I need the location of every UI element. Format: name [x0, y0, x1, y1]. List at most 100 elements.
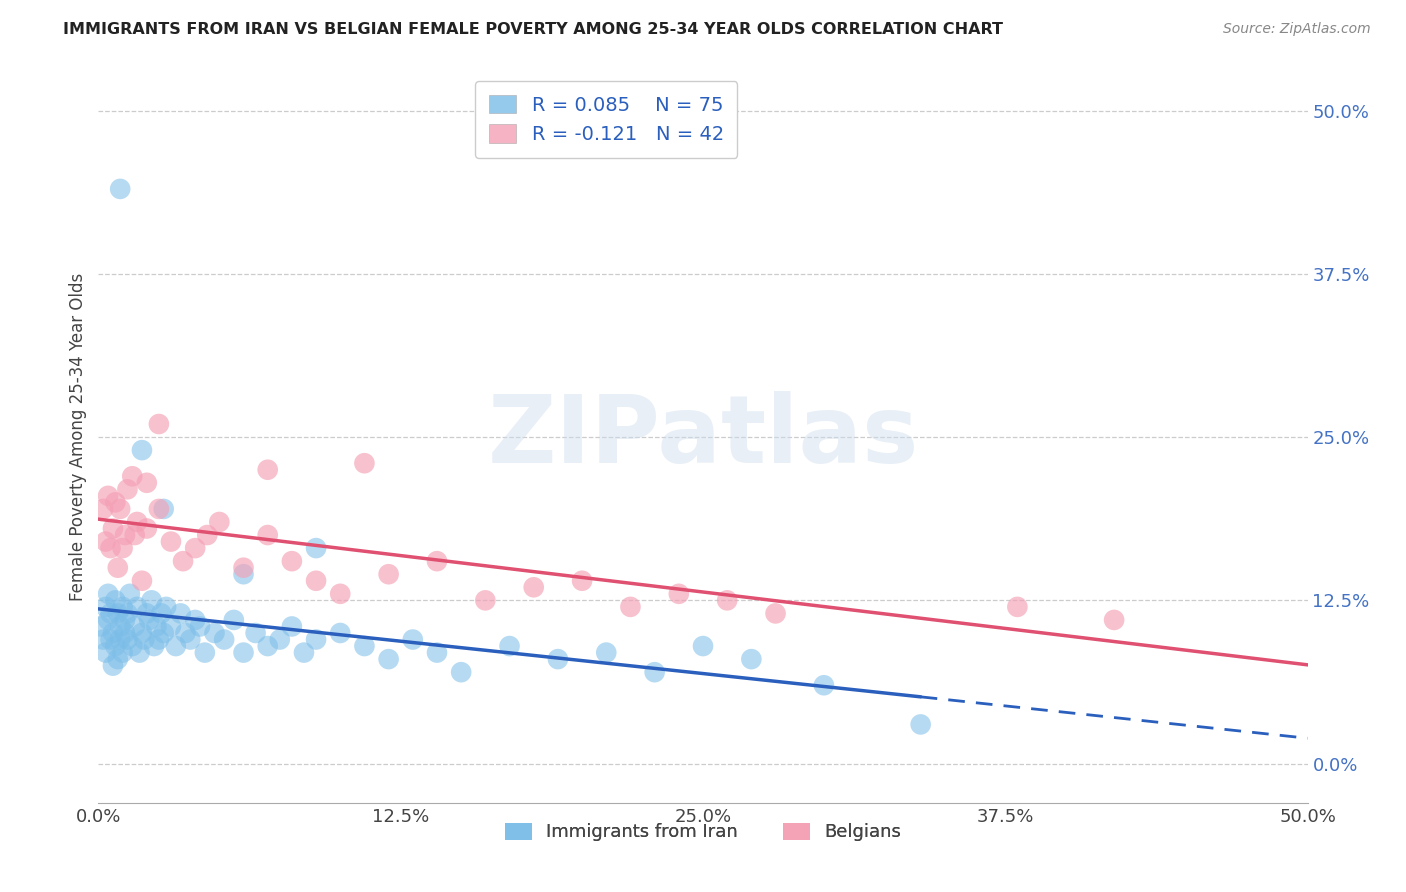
Point [148, 417, 170, 431]
Point [172, 554, 194, 568]
Point [97, 489, 120, 503]
Point [474, 593, 496, 607]
Point [245, 626, 267, 640]
Point [619, 599, 641, 614]
Point [212, 632, 235, 647]
Point [94, 646, 117, 660]
Point [121, 469, 143, 483]
Point [174, 626, 197, 640]
Point [232, 646, 254, 660]
Point [104, 495, 127, 509]
Point [152, 626, 174, 640]
Point [155, 599, 177, 614]
Point [97, 587, 120, 601]
Point [595, 646, 617, 660]
Point [644, 665, 666, 680]
Point [281, 619, 304, 633]
Point [108, 632, 131, 647]
Point [138, 613, 160, 627]
Point [143, 639, 166, 653]
Point [450, 665, 472, 680]
Point [910, 717, 932, 731]
Point [765, 607, 787, 621]
Point [692, 639, 714, 653]
Point [91, 502, 114, 516]
Point [118, 587, 141, 601]
Point [131, 443, 153, 458]
Point [204, 626, 226, 640]
Point [97, 613, 120, 627]
Point [208, 515, 231, 529]
Y-axis label: Female Poverty Among 25-34 Year Olds: Female Poverty Among 25-34 Year Olds [69, 273, 87, 601]
Point [305, 541, 328, 555]
Point [104, 639, 127, 653]
Point [1007, 599, 1029, 614]
Point [523, 580, 546, 594]
Text: Source: ZipAtlas.com: Source: ZipAtlas.com [1223, 22, 1371, 37]
Point [179, 632, 201, 647]
Point [377, 652, 399, 666]
Point [108, 502, 131, 516]
Point [329, 587, 352, 601]
Point [305, 574, 328, 588]
Point [108, 182, 131, 196]
Point [107, 560, 129, 574]
Point [148, 502, 170, 516]
Point [101, 658, 124, 673]
Point [107, 607, 129, 621]
Point [498, 639, 520, 653]
Point [188, 619, 211, 633]
Point [184, 541, 207, 555]
Point [135, 521, 157, 535]
Point [377, 567, 399, 582]
Point [108, 619, 131, 633]
Point [426, 646, 449, 660]
Point [160, 534, 183, 549]
Point [100, 541, 122, 555]
Point [117, 483, 139, 497]
Point [426, 554, 449, 568]
Point [813, 678, 835, 692]
Point [111, 541, 134, 555]
Point [222, 613, 245, 627]
Point [101, 521, 124, 535]
Point [135, 475, 157, 490]
Point [160, 619, 183, 633]
Point [100, 607, 122, 621]
Legend: Immigrants from Iran, Belgians: Immigrants from Iran, Belgians [498, 815, 908, 848]
Point [124, 619, 146, 633]
Point [740, 652, 762, 666]
Point [128, 646, 150, 660]
Point [94, 599, 117, 614]
Point [101, 626, 124, 640]
Point [114, 528, 136, 542]
Point [281, 554, 304, 568]
Point [194, 646, 217, 660]
Point [165, 639, 187, 653]
Text: IMMIGRANTS FROM IRAN VS BELGIAN FEMALE POVERTY AMONG 25-34 YEAR OLDS CORRELATION: IMMIGRANTS FROM IRAN VS BELGIAN FEMALE P… [63, 22, 1004, 37]
Point [256, 463, 278, 477]
Point [716, 593, 738, 607]
Point [1102, 613, 1125, 627]
Point [90, 619, 112, 633]
Point [117, 607, 139, 621]
Point [329, 626, 352, 640]
Point [402, 632, 425, 647]
Point [131, 574, 153, 588]
Point [94, 534, 117, 549]
Point [145, 619, 167, 633]
Point [117, 632, 139, 647]
Point [232, 567, 254, 582]
Point [127, 515, 149, 529]
Point [135, 607, 157, 621]
Point [305, 632, 328, 647]
Point [111, 599, 134, 614]
Point [150, 607, 173, 621]
Point [104, 593, 127, 607]
Point [292, 646, 315, 660]
Point [547, 652, 569, 666]
Point [232, 560, 254, 574]
Point [169, 607, 191, 621]
Point [131, 626, 153, 640]
Point [107, 652, 129, 666]
